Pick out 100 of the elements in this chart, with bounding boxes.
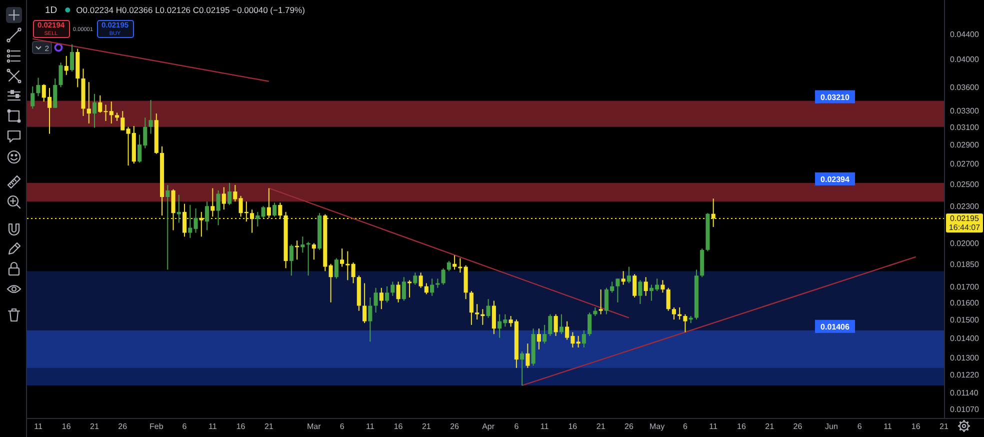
x-tick-label: 6 <box>340 422 345 431</box>
candlestick <box>266 188 271 218</box>
candlestick <box>683 314 688 333</box>
candlestick <box>469 290 474 326</box>
x-tick-label: 11 <box>208 422 218 431</box>
candlestick <box>638 280 642 305</box>
y-tick-label: 0.02700 <box>950 160 980 169</box>
candlestick <box>436 278 440 288</box>
candlestick <box>328 263 333 303</box>
y-tick-label: 0.03300 <box>950 106 980 116</box>
y-tick-label: 0.01300 <box>950 354 980 362</box>
x-tick-label: Mar <box>307 422 322 431</box>
y-tick-label: 0.01400 <box>950 334 980 343</box>
candlestick <box>660 280 665 294</box>
x-tick-label: 11 <box>540 422 550 431</box>
candlestick <box>441 268 446 286</box>
candlestick <box>228 182 232 206</box>
x-tick-label: 16 <box>62 422 72 431</box>
candlestick <box>233 184 238 202</box>
band-label: 0.03210 <box>820 92 850 102</box>
candlestick <box>402 276 406 302</box>
candlestick <box>492 300 496 335</box>
candlestick <box>272 202 277 218</box>
candlestick <box>166 184 170 270</box>
x-tick-label: 6 <box>182 422 188 431</box>
candlestick <box>526 343 530 368</box>
candlestick <box>36 77 40 97</box>
candlestick <box>621 270 626 286</box>
candlestick <box>205 201 210 231</box>
candlestick <box>340 248 344 268</box>
candlestick <box>413 272 418 286</box>
x-tick-label: 21 <box>90 422 100 431</box>
candlestick <box>374 287 378 314</box>
x-tick-label: 6 <box>857 422 862 431</box>
candlestick <box>70 44 74 72</box>
candlestick <box>408 280 412 298</box>
candlestick <box>92 93 97 128</box>
candlestick <box>632 274 637 298</box>
x-tick-label: 21 <box>422 422 432 431</box>
band-label: 0.02394 <box>820 174 850 184</box>
candlestick <box>30 86 35 110</box>
candlestick <box>53 78 58 108</box>
x-tick-label: 11 <box>709 422 718 431</box>
candlestick <box>64 55 68 76</box>
candlestick <box>385 286 390 303</box>
y-tick-label: 0.02300 <box>950 202 980 212</box>
y-tick-label: 0.01500 <box>950 316 980 325</box>
candlestick <box>379 287 384 310</box>
candlestick <box>588 312 592 336</box>
candlestick <box>626 266 631 284</box>
x-tick-label: 21 <box>940 422 949 431</box>
candlestick <box>351 262 356 284</box>
y-tick-label: 0.04400 <box>950 30 980 39</box>
y-tick-label: 0.04000 <box>950 55 980 64</box>
candlestick <box>256 211 260 227</box>
candlestick <box>672 306 676 320</box>
candlestick <box>666 287 670 312</box>
candlestick <box>362 282 367 324</box>
candlestick <box>216 190 220 226</box>
x-tick-label: 11 <box>884 422 892 431</box>
text: 1D <box>45 5 58 16</box>
x-tick-label: 26 <box>450 422 460 431</box>
x-tick-label: 16 <box>394 422 404 431</box>
candlestick <box>430 278 434 296</box>
candlestick <box>520 350 524 386</box>
y-tick-label: 0.01850 <box>950 260 980 269</box>
x-tick-label: 16 <box>737 422 746 431</box>
candlestick <box>486 298 490 318</box>
candlestick <box>261 206 266 218</box>
candlestick <box>176 194 181 224</box>
x-tick-label: 11 <box>366 422 375 431</box>
x-tick-label: Feb <box>149 422 164 431</box>
x-tick-label: 16 <box>911 422 921 431</box>
x-tick-label: 16 <box>236 422 246 431</box>
text: 16:44:07 <box>948 222 981 232</box>
candlestick <box>452 254 457 270</box>
ref-line-label: 0.02195 <box>950 214 980 223</box>
candlestick <box>598 288 603 315</box>
x-tick-label: May <box>650 422 665 431</box>
candlestick <box>396 281 400 303</box>
x-tick-label: 26 <box>793 422 803 431</box>
y-tick-label: 0.01070 <box>950 405 980 414</box>
candlestick <box>86 82 91 124</box>
candlestick <box>616 278 620 303</box>
candlestick <box>548 314 552 336</box>
x-tick-label: 26 <box>624 422 634 431</box>
candlestick <box>390 281 395 296</box>
y-tick-label: 0.02500 <box>950 180 980 189</box>
candlestick <box>334 258 338 280</box>
candlestick <box>576 335 580 348</box>
y-tick-label: 0.01600 <box>950 298 980 308</box>
x-tick-label: 6 <box>514 422 520 431</box>
candlestick <box>148 100 153 134</box>
x-tick-label: Jun <box>825 422 838 431</box>
y-tick-label: 0.01220 <box>950 370 980 380</box>
candlestick <box>418 272 423 288</box>
candlestick <box>346 250 350 281</box>
candlestick <box>582 330 586 348</box>
candlestick <box>58 62 63 88</box>
y-tick-label: 0.03600 <box>950 83 980 92</box>
